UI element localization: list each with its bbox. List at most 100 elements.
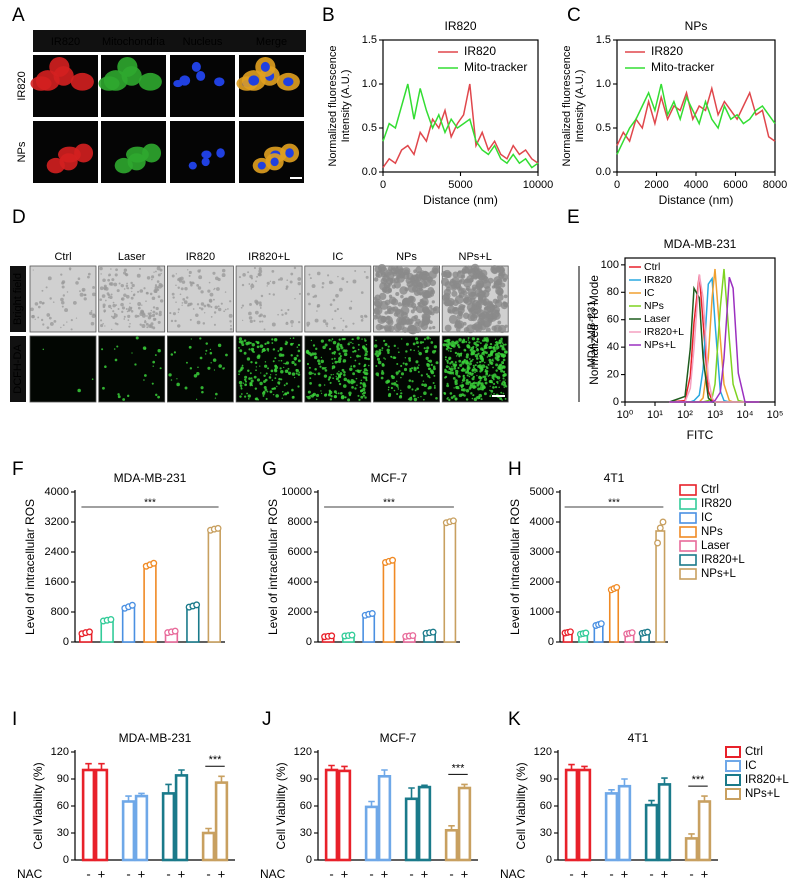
micrograph (441, 335, 509, 403)
fluorescent-spot (454, 397, 458, 401)
fluorescent-spot (212, 358, 217, 362)
cell-shadow (113, 282, 118, 287)
fluorescent-spot (238, 370, 241, 373)
fluorescent-spot (244, 395, 247, 398)
fluorescent-spot (328, 338, 331, 342)
fluorescent-spot (460, 355, 462, 357)
fluorescent-spot (331, 358, 334, 360)
replicate-point (449, 517, 457, 525)
fluorescent-spot (378, 351, 382, 355)
cell-shadow (181, 280, 186, 284)
cell-shadow (46, 326, 50, 330)
fluorescent-spot (428, 359, 433, 363)
fluorescent-spot (432, 382, 435, 385)
fluorescent-spot (399, 394, 402, 398)
cell-shadow (151, 296, 156, 301)
fluorescent-spot (387, 380, 390, 383)
cell-shadow (103, 284, 107, 288)
cell-shadow (387, 288, 392, 294)
fluorescent-spot (429, 367, 432, 370)
fluorescent-spot (449, 362, 452, 365)
cell-shadow (417, 320, 425, 328)
fluorescent-spot (256, 345, 260, 349)
fluorescent-spot (451, 340, 455, 344)
fluorescent-spot (328, 393, 331, 396)
x-tick-label: 10⁵ (767, 409, 784, 421)
fluorescent-spot (275, 338, 277, 341)
fluorescent-spot (363, 356, 367, 360)
fluorescent-spot (320, 390, 322, 392)
fluorescent-spot (354, 387, 357, 390)
fluorescent-spot (261, 351, 263, 353)
fluorescent-spot (268, 376, 272, 379)
cell-shadow (325, 322, 329, 326)
cell-shadow (474, 305, 479, 311)
cell-shadow (451, 283, 457, 290)
fluorescent-spot (449, 350, 452, 353)
cell-shadow (156, 280, 160, 283)
cell-shadow (192, 308, 195, 310)
fluorescent-spot (493, 392, 495, 395)
fluorescent-spot (296, 346, 299, 348)
fluorescent-spot (333, 394, 337, 399)
fluorescent-spot (352, 350, 355, 353)
legend-swatch (679, 568, 697, 580)
cell-shadow (332, 326, 336, 330)
cell-shadow (133, 293, 136, 296)
column-label: NPs+L (459, 251, 492, 263)
fluorescent-spot (502, 373, 506, 377)
fluorescent-spot (462, 338, 466, 341)
cell-shadow (185, 296, 189, 299)
cell-shadow (62, 324, 65, 327)
cell-shadow (221, 268, 226, 273)
fluorescent-spot (425, 356, 429, 361)
fluorescent-spot (243, 351, 247, 355)
fluorescent-spot (272, 360, 275, 363)
cell-shadow (289, 280, 293, 284)
fluorescent-spot (420, 374, 423, 377)
cell-shadow (255, 280, 257, 283)
cell-shadow (452, 271, 459, 278)
fluorescent-spot (332, 373, 334, 376)
error-bar (205, 827, 212, 833)
fluorescent-spot (458, 346, 461, 349)
fluorescent-spot (475, 382, 478, 385)
cell-shadow (175, 273, 177, 275)
fluorescent-spot (423, 347, 426, 350)
x-tick-label: - (206, 866, 210, 881)
fluorescent-spot (446, 384, 450, 388)
y-tick-label: 0.5 (362, 122, 377, 134)
fluorescent-spot (362, 376, 366, 379)
fluorescent-spot (403, 367, 408, 372)
replicate-point (656, 524, 664, 532)
fluorescent-spot (446, 361, 449, 364)
fluorescent-spot (350, 365, 353, 368)
fluorescent-spot (131, 352, 133, 354)
fluorescent-spot (400, 392, 403, 395)
fluorescent-spot (391, 382, 394, 385)
bar (207, 528, 221, 643)
fluorescent-spot (347, 398, 351, 402)
cell-shadow (177, 308, 180, 311)
x-axis-label: Distance (nm) (423, 193, 498, 207)
fluorescent-spot (498, 366, 502, 370)
fluorescent-spot (144, 347, 147, 350)
cell-shadow (271, 270, 275, 273)
row-label: IR820 (16, 71, 28, 100)
bar (81, 768, 96, 862)
fluorescent-spot (352, 346, 355, 349)
fluorescent-spot (495, 369, 498, 372)
legend-swatch (725, 746, 741, 758)
fluorescent-spot (502, 343, 505, 346)
fluorescent-spot (488, 345, 492, 350)
cell-shadow (487, 277, 494, 284)
cell-shadow (402, 327, 409, 333)
fluorescent-spot (489, 379, 493, 384)
fluorescent-spot (480, 398, 483, 401)
cell-shadow (108, 304, 112, 309)
fluorescent-spot (483, 377, 488, 382)
replicate-point (644, 628, 652, 636)
fluorescent-spot (290, 354, 293, 357)
fluorescent-spot (250, 361, 253, 364)
panel-letter: D (12, 207, 26, 228)
